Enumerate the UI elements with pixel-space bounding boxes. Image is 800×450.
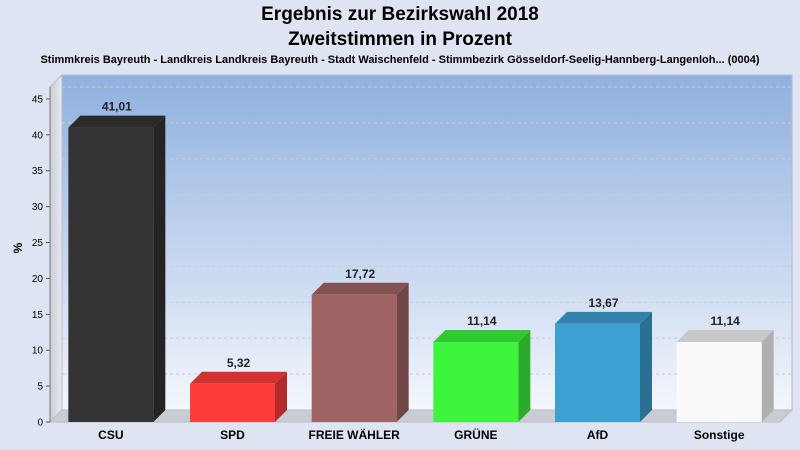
y-tick-label: 20 bbox=[32, 274, 44, 285]
bar bbox=[676, 342, 762, 422]
x-tick-label: AfD bbox=[587, 428, 609, 442]
bar-side bbox=[761, 330, 774, 422]
y-tick-label: 30 bbox=[32, 202, 44, 213]
chart-subtitle: Stimmkreis Bayreuth - Landkreis Landkrei… bbox=[40, 54, 760, 66]
x-tick-label: FREIE WÄHLER bbox=[308, 427, 400, 442]
bar-top bbox=[311, 282, 409, 295]
bar-value-label: 13,67 bbox=[588, 296, 618, 310]
bar bbox=[68, 127, 154, 422]
bar-side bbox=[640, 311, 652, 422]
bar-side bbox=[275, 371, 287, 422]
bar-value-label: 11,14 bbox=[467, 314, 497, 328]
y-tick-label: 0 bbox=[37, 418, 43, 429]
x-tick-label: GRÜNE bbox=[454, 427, 497, 442]
bar-top bbox=[676, 330, 774, 343]
y-tick-label: 10 bbox=[32, 346, 44, 357]
bar-top bbox=[433, 330, 531, 343]
bar bbox=[555, 323, 640, 422]
y-tick-label: 40 bbox=[32, 130, 44, 141]
bar-top bbox=[68, 115, 166, 128]
bar bbox=[311, 294, 397, 422]
x-tick-label: CSU bbox=[98, 428, 123, 442]
bar-side bbox=[153, 115, 166, 422]
x-tick-label: SPD bbox=[220, 428, 245, 442]
x-tick-label: Sonstige bbox=[694, 428, 745, 442]
bar-top bbox=[190, 371, 287, 384]
y-tick-label: 25 bbox=[32, 238, 44, 249]
plot-background bbox=[61, 74, 793, 411]
y-tick-label: 45 bbox=[32, 94, 44, 105]
y-tick-label: 15 bbox=[32, 310, 44, 321]
y-tick-label: 5 bbox=[37, 382, 43, 393]
bar-value-label: 11,14 bbox=[710, 314, 740, 328]
bar-value-label: 17,72 bbox=[345, 267, 375, 281]
plot-left-wall bbox=[49, 73, 63, 424]
bar-value-label: 5,32 bbox=[227, 356, 251, 370]
bar bbox=[433, 342, 519, 422]
bar bbox=[190, 383, 275, 422]
y-axis-label: % bbox=[11, 242, 25, 253]
bar-side bbox=[396, 282, 409, 422]
bar-side bbox=[518, 330, 531, 422]
chart-title-2: Zweitstimmen in Prozent bbox=[288, 29, 512, 50]
bar-top bbox=[555, 311, 652, 324]
bar-value-label: 41,01 bbox=[102, 100, 132, 114]
chart-title: Ergebnis zur Bezirkswahl 2018 bbox=[261, 4, 539, 25]
y-tick-label: 35 bbox=[32, 166, 44, 177]
